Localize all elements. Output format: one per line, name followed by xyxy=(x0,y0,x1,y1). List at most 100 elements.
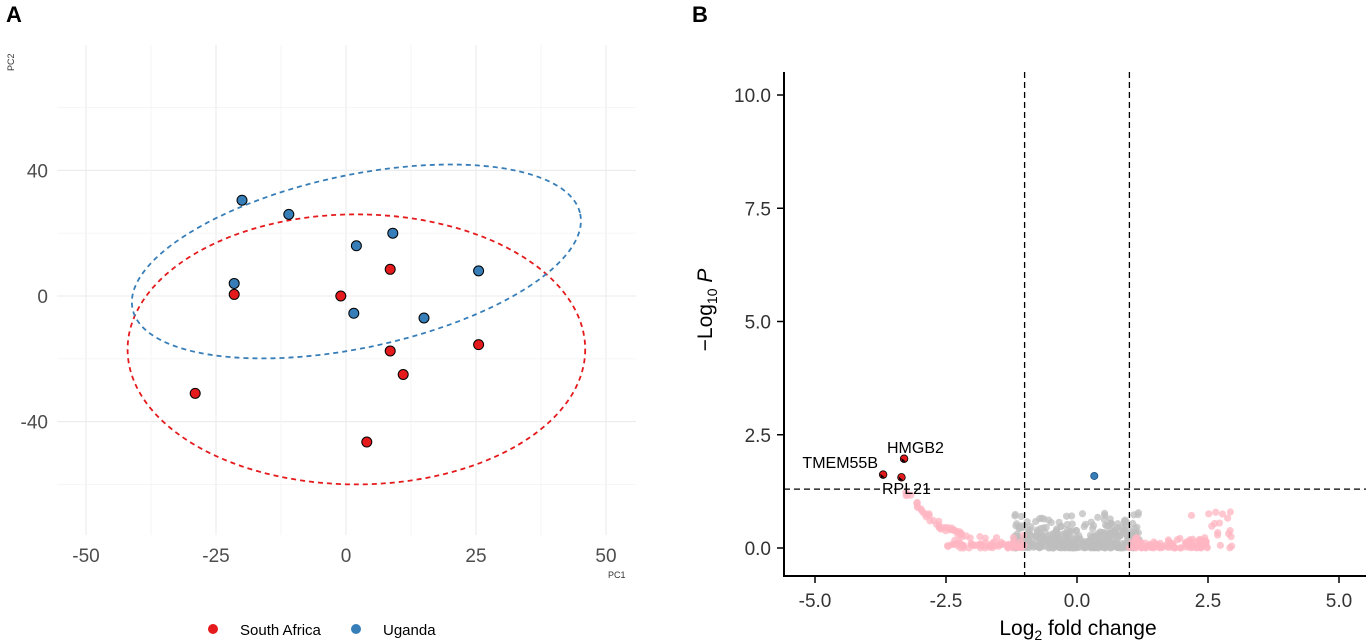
volcano-y-tick-label: 0.0 xyxy=(745,539,771,560)
pca-y-tick-label: 0 xyxy=(37,287,48,308)
volcano-point-fc xyxy=(1165,538,1173,546)
pca-y-axis-label: PC2 xyxy=(6,53,16,71)
volcano-point-nonsig xyxy=(1062,512,1071,520)
volcano-point-fc xyxy=(970,542,978,550)
pca-legend: South Africa Uganda xyxy=(208,622,436,639)
pca-x-tick-label: 0 xyxy=(341,546,352,567)
volcano-point-nonsig xyxy=(1017,512,1025,521)
volcano-point-fc xyxy=(950,540,958,548)
pca-point-south-africa xyxy=(384,263,396,275)
volcano-point-fc xyxy=(1164,543,1172,551)
pca-point-south-africa xyxy=(189,387,201,399)
volcano-cutoff-lines xyxy=(784,72,1366,575)
pca-point-uganda xyxy=(228,277,240,289)
volcano-y-title-main: −Log xyxy=(694,304,717,351)
volcano-x-tick-label: -5.0 xyxy=(799,591,832,612)
pca-point-south-africa xyxy=(361,436,373,448)
pca-point-south-africa xyxy=(473,339,485,351)
volcano-point-fc xyxy=(976,540,984,548)
pca-ellipses xyxy=(126,163,587,486)
volcano-point-fc xyxy=(1205,510,1213,518)
volcano-point-nonsig xyxy=(1098,528,1106,537)
volcano-point-fc xyxy=(1212,508,1220,516)
pca-point-uganda xyxy=(283,208,295,220)
pca-points xyxy=(189,194,485,448)
volcano-point-nonsig xyxy=(1078,510,1087,518)
volcano-axes xyxy=(783,72,1366,577)
pca-point-south-africa xyxy=(384,345,396,357)
volcano-point-fc xyxy=(1192,538,1200,546)
volcano-point-fc xyxy=(966,534,974,542)
pca-point-uganda xyxy=(387,227,399,239)
legend-label-uganda: Uganda xyxy=(383,622,436,639)
volcano-x-tick-label: 5.0 xyxy=(1326,591,1352,612)
pca-plot: -50 -25 0 25 50 -40 0 40 PC1 PC2 South Africa Ug… xyxy=(6,45,636,639)
volcano-point-nonsig xyxy=(1087,541,1095,549)
volcano-point-fc xyxy=(913,499,921,507)
confidence-ellipse-uganda xyxy=(130,163,582,360)
pca-point-uganda xyxy=(473,265,485,277)
volcano-y-tick-label: 5.0 xyxy=(745,313,771,334)
volcano-x-axis-title: Log2 fold change xyxy=(999,617,1156,641)
volcano-point-nonsig xyxy=(1058,530,1066,539)
volcano-tick-labels: -5.0 -2.5 0.0 2.5 5.0 0.0 2.5 5.0 7.5 10.0 xyxy=(734,86,1352,612)
volcano-point-nonsig xyxy=(1113,543,1121,551)
volcano-point-nonsig xyxy=(1033,526,1041,534)
volcano-point-nonsig xyxy=(1096,540,1104,548)
volcano-point-fc xyxy=(1187,538,1195,546)
legend-label-south-africa: South Africa xyxy=(240,622,322,639)
volcano-point-nonsig xyxy=(1121,527,1129,535)
volcano-x-tick-label: -2.5 xyxy=(930,591,963,612)
volcano-point-nonsig xyxy=(1018,524,1026,532)
pca-x-tick-label: 50 xyxy=(595,546,616,567)
volcano-point-nonsig xyxy=(1100,515,1108,524)
volcano-point-fc xyxy=(1019,531,1027,539)
pca-y-tick-label: -40 xyxy=(21,413,48,434)
volcano-point-nonsig xyxy=(1129,519,1137,528)
volcano-point-nonsig xyxy=(1039,524,1048,532)
pca-point-uganda xyxy=(418,312,430,324)
volcano-y-tick-label: 2.5 xyxy=(745,426,771,447)
volcano-point-fc xyxy=(1004,544,1012,552)
gene-label-tmem55b: TMEM55B xyxy=(802,455,878,472)
volcano-point-fc xyxy=(1201,540,1210,548)
volcano-point-fc xyxy=(1147,543,1155,552)
volcano-point-nonsig xyxy=(1046,531,1055,539)
volcano-point-fc xyxy=(988,539,996,548)
volcano-point-fc xyxy=(1216,541,1224,549)
volcano-point-fc xyxy=(936,524,944,532)
volcano-point-fc xyxy=(1224,514,1232,522)
volcano-point-fc xyxy=(1226,526,1234,535)
volcano-y-tick-label: 10.0 xyxy=(734,86,771,107)
gene-label-hmgb2: HMGB2 xyxy=(887,440,944,457)
label-pointer xyxy=(898,476,904,481)
volcano-point-fc xyxy=(1201,534,1209,542)
volcano-point-fc xyxy=(1218,510,1227,518)
label-pointer xyxy=(880,473,886,478)
volcano-point-fc xyxy=(1155,543,1163,551)
volcano-highlighted-point xyxy=(1090,471,1099,480)
volcano-y-title-sub: 10 xyxy=(704,288,720,304)
volcano-point-fc xyxy=(1208,522,1216,530)
volcano-point-nonsig xyxy=(1130,511,1138,519)
volcano-background-points xyxy=(902,488,1236,552)
volcano-x-title-main: Log xyxy=(999,617,1034,640)
pca-point-uganda xyxy=(236,194,248,206)
volcano-point-nonsig xyxy=(1114,520,1122,528)
pca-point-uganda xyxy=(350,240,362,252)
pca-x-tick-label: 25 xyxy=(465,546,486,567)
volcano-point-nonsig xyxy=(1072,527,1081,535)
volcano-point-fc xyxy=(995,542,1003,550)
volcano-y-title-rest: P xyxy=(694,269,717,289)
volcano-point-nonsig xyxy=(1024,528,1033,536)
pca-gridlines xyxy=(57,45,636,535)
volcano-point-nonsig xyxy=(1119,544,1127,552)
volcano-point-nonsig xyxy=(1011,510,1019,519)
volcano-point-fc xyxy=(1215,519,1224,527)
volcano-point-fc xyxy=(1182,543,1190,551)
volcano-x-tick-label: 0.0 xyxy=(1064,591,1090,612)
volcano-point-fc xyxy=(1171,544,1179,552)
volcano-point-nonsig xyxy=(1122,518,1131,526)
